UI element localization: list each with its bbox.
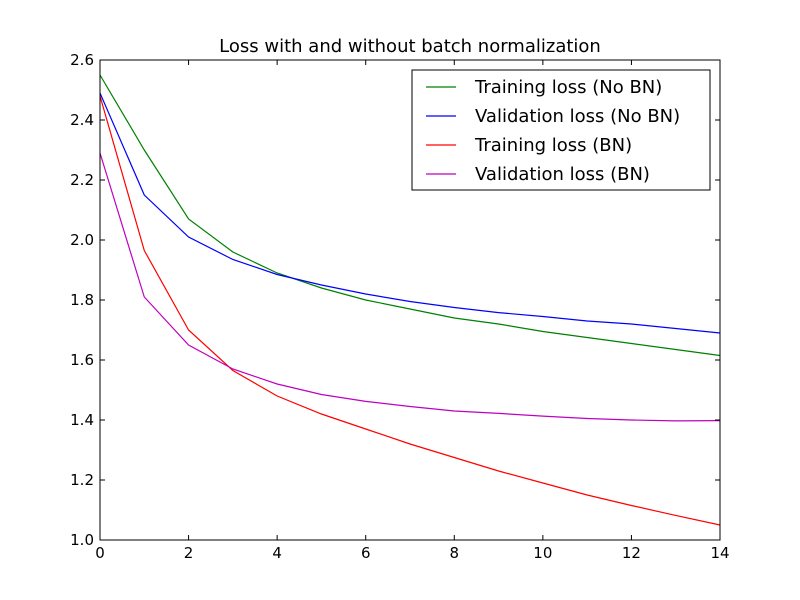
x-tick-label: 6 bbox=[361, 544, 371, 562]
y-axis: 1.0 1.2 1.4 1.6 1.8 2.0 2.2 2.4 2.6 bbox=[70, 51, 720, 549]
chart-title: Loss with and without batch normalizatio… bbox=[219, 36, 601, 57]
x-tick-label: 8 bbox=[450, 544, 460, 562]
y-tick-label: 1.2 bbox=[70, 471, 94, 489]
legend-label-2: Validation loss (No BN) bbox=[475, 106, 680, 127]
legend-label-4: Validation loss (BN) bbox=[475, 164, 650, 185]
plot-lines bbox=[99, 74, 721, 526]
series-line-1 bbox=[99, 74, 721, 357]
series-line-4 bbox=[99, 152, 721, 422]
legend: Training loss (No BN) Validation loss (No… bbox=[411, 69, 711, 191]
y-tick-label: 1.8 bbox=[70, 291, 94, 309]
x-tick-label: 4 bbox=[272, 544, 282, 562]
x-tick-label: 12 bbox=[622, 544, 641, 562]
y-tick-label: 1.6 bbox=[70, 351, 94, 369]
y-tick-label: 1.0 bbox=[70, 531, 94, 549]
y-tick-label: 1.4 bbox=[70, 411, 94, 429]
y-tick-label: 2.2 bbox=[70, 171, 94, 189]
series-line-2 bbox=[99, 92, 721, 334]
x-axis: 0 2 4 6 8 10 12 14 bbox=[95, 60, 730, 562]
x-tick-label: 10 bbox=[533, 544, 552, 562]
legend-label-1: Training loss (No BN) bbox=[474, 77, 662, 98]
series-line-3 bbox=[99, 95, 721, 526]
legend-label-3: Training loss (BN) bbox=[474, 135, 632, 156]
y-tick-label: 2.4 bbox=[70, 111, 94, 129]
y-tick-label: 2.0 bbox=[70, 231, 94, 249]
x-tick-label: 14 bbox=[710, 544, 729, 562]
x-tick-label: 2 bbox=[184, 544, 194, 562]
x-tick-label: 0 bbox=[95, 544, 105, 562]
legend-box bbox=[411, 69, 711, 191]
y-tick-label: 2.6 bbox=[70, 51, 94, 69]
